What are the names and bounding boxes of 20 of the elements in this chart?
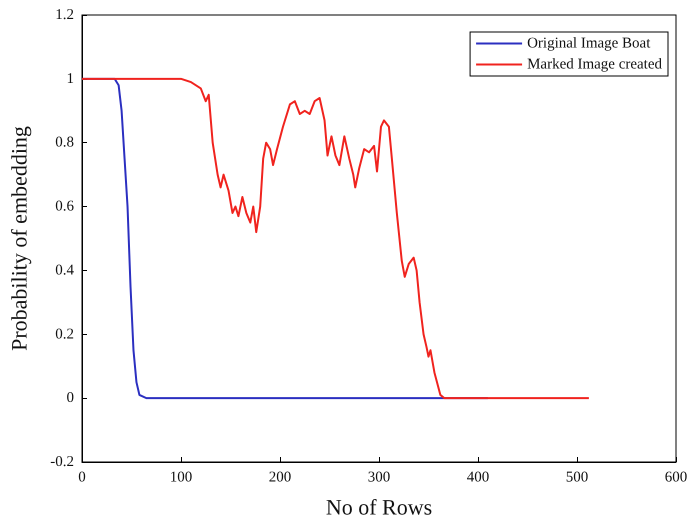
x-tick-label: 400: [466, 470, 490, 486]
y-tick-label: 0.2: [55, 326, 74, 342]
y-tick-label: 0.6: [55, 198, 74, 215]
x-tick-label: 300: [368, 470, 390, 486]
y-tick-label: 0.4: [55, 262, 74, 278]
y-tick-label: 1.2: [55, 7, 74, 23]
x-tick-label: 200: [268, 470, 292, 486]
y-tick-label: 0.8: [55, 134, 74, 151]
y-tick-label: -0.2: [50, 454, 74, 470]
y-axis-title: Probability of embedding: [6, 126, 32, 351]
legend-label: Original Image Boat: [527, 36, 652, 52]
line-series: [81, 78, 590, 400]
x-tick-label: 500: [566, 470, 588, 486]
y-tick-label: 1: [66, 70, 74, 87]
y-tick-label: 0: [66, 390, 74, 406]
x-tick-label: 600: [664, 470, 688, 486]
x-tick-label: 100: [170, 470, 192, 486]
x-tick-label: 0: [78, 470, 86, 486]
x-axis-title: No of Rows: [326, 494, 432, 520]
legend-label: Marked Image created: [527, 56, 662, 72]
